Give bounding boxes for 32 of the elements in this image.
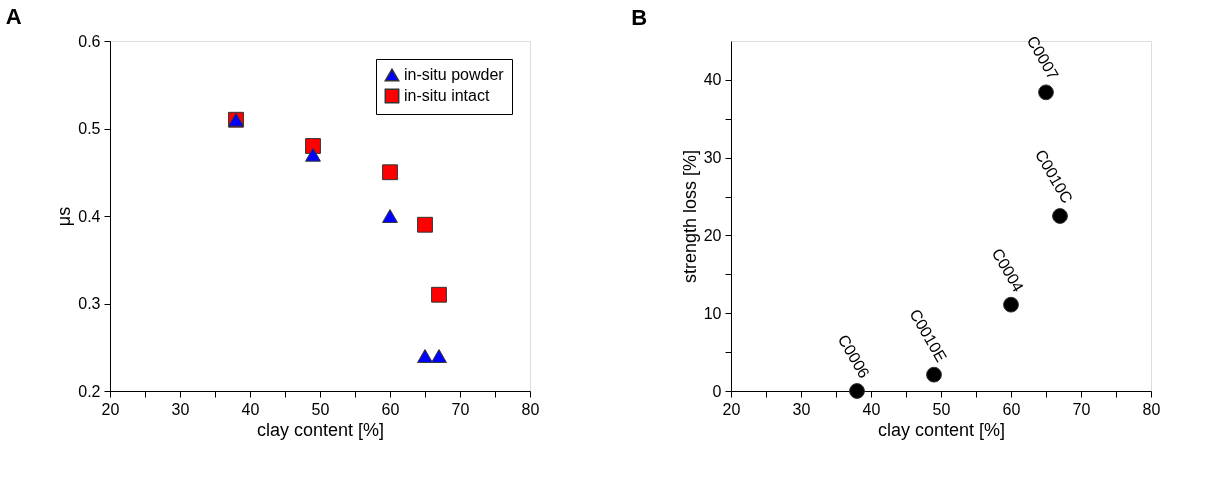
x-tick-label: 80 bbox=[1142, 400, 1161, 418]
x-tick-label: 40 bbox=[862, 400, 881, 418]
legend-label: in-situ intact bbox=[404, 87, 490, 104]
x-tick-label: 50 bbox=[311, 400, 330, 418]
y-tick-label: 30 bbox=[703, 149, 722, 167]
legend-label: in-situ powder bbox=[404, 66, 505, 83]
x-tick-label: 30 bbox=[792, 400, 811, 418]
y-tick-label: 0.3 bbox=[78, 295, 101, 312]
x-tick-label: 60 bbox=[1002, 400, 1021, 418]
y-axis-title: strength loss [%] bbox=[679, 149, 700, 284]
chart-title: A bbox=[5, 4, 22, 29]
x-tick-label: 20 bbox=[722, 400, 741, 418]
y-tick-label: 0.5 bbox=[78, 120, 101, 137]
x-tick-label: 50 bbox=[932, 400, 951, 418]
y-tick-label: 0.6 bbox=[78, 32, 101, 50]
x-tick-label: 70 bbox=[451, 400, 470, 418]
y-tick-label: 0.4 bbox=[78, 207, 101, 225]
y-tick-label: 40 bbox=[703, 71, 722, 89]
y-tick-label: 20 bbox=[703, 226, 722, 244]
y-tick-label: 0.2 bbox=[78, 382, 101, 400]
x-axis-title: clay content [%] bbox=[256, 419, 385, 440]
y-axis-title: μs bbox=[54, 206, 75, 227]
x-tick-label: 70 bbox=[1072, 400, 1091, 418]
y-tick-label: 10 bbox=[703, 304, 722, 322]
chart-title: B bbox=[631, 4, 648, 30]
x-tick-label: 40 bbox=[241, 400, 260, 418]
x-tick-label: 20 bbox=[101, 400, 120, 418]
x-tick-label: 80 bbox=[521, 400, 540, 418]
x-tick-label: 30 bbox=[171, 400, 190, 418]
y-tick-label: 0 bbox=[712, 382, 722, 400]
x-tick-label: 60 bbox=[381, 400, 400, 418]
x-axis-title: clay content [%] bbox=[877, 419, 1006, 440]
